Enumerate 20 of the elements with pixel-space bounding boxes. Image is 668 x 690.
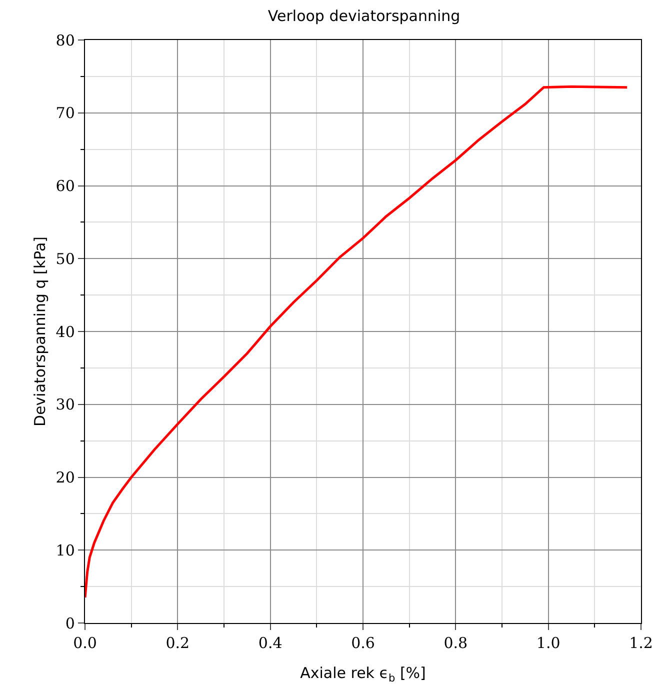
y-tick-label: 60 [56,177,75,195]
x-tick-label: 0.4 [258,634,282,652]
x-tick-label: 0.8 [444,634,468,652]
y-tick-label: 30 [56,396,75,414]
x-tick-label: 0.2 [166,634,190,652]
y-tick-label: 20 [56,468,75,486]
y-tick-label: 70 [56,104,75,122]
y-tick-label: 10 [56,541,75,560]
line-series [85,85,628,599]
x-tick-label: 0.6 [351,634,375,652]
y-tick-label: 80 [56,31,75,50]
x-tick-label: 0.0 [73,634,97,652]
x-axis-title: Axiale rek ϵ$_{b}$ [%] [300,664,426,684]
y-tick-label: 40 [56,322,75,341]
y-tick-label: 0 [65,614,75,632]
y-axis-title: Deviatorspanning q [kPa] [30,236,49,426]
chart-title: Verloop deviatorspanning [268,6,460,25]
y-tick-label: 50 [56,250,75,268]
x-tick-label: 1.0 [536,634,560,652]
x-tick-label: 1.2 [629,634,653,652]
